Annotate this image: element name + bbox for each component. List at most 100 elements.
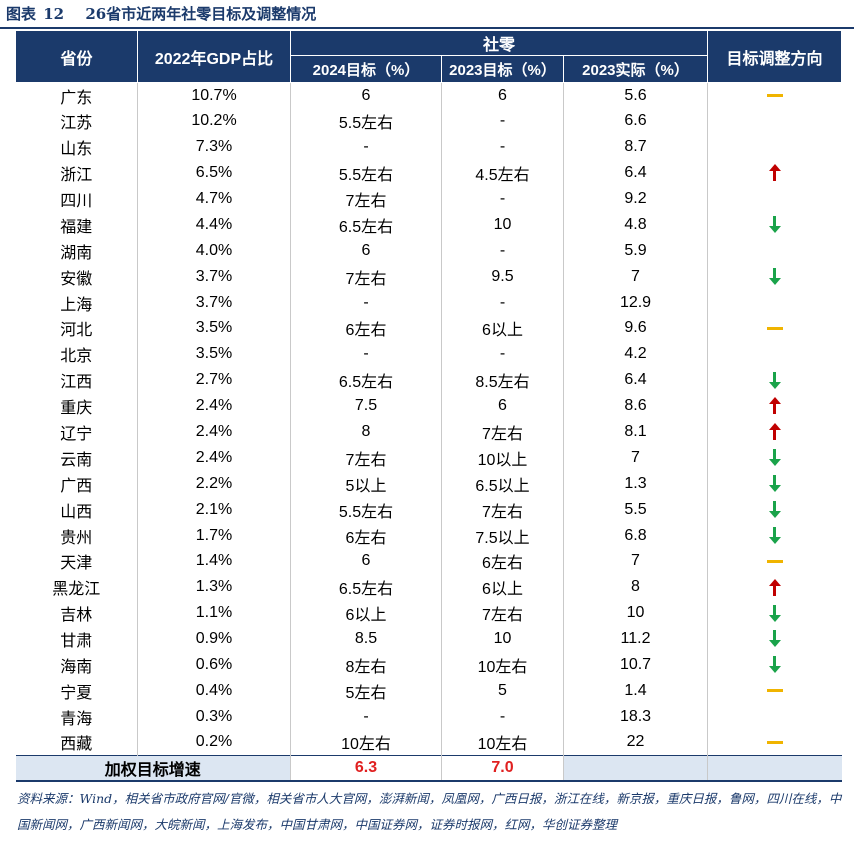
table-row: 云南 2.4% 7左右 10以上 7 <box>15 444 842 471</box>
cell-gdp-share: 1.1% <box>137 600 291 627</box>
cell-actual-2023: 18.3 <box>563 703 709 730</box>
cell-actual-2023: 7 <box>563 444 709 471</box>
cell-gdp-share: 4.0% <box>137 237 291 264</box>
table-row: 河北 3.5% 6左右 6以上 9.6 <box>15 315 842 342</box>
cell-target-2024: 6左右 <box>290 522 442 549</box>
header-gdp-share: 2022年GDP占比 <box>137 30 291 83</box>
cell-direction <box>708 574 842 600</box>
cell-target-2024: 5.5左右 <box>290 160 442 187</box>
cell-target-2023: - <box>441 703 564 730</box>
cell-gdp-share: 4.4% <box>137 211 291 238</box>
cell-direction <box>708 316 842 342</box>
cell-province: 云南 <box>15 444 138 471</box>
cell-direction <box>708 445 842 471</box>
cell-direction <box>708 134 842 160</box>
cell-actual-2023: 1.3 <box>563 470 709 497</box>
cell-province: 浙江 <box>15 160 138 187</box>
cell-actual-2023: 6.4 <box>563 160 709 187</box>
cell-target-2023: 6 <box>441 82 564 109</box>
cell-actual-2023: 5.5 <box>563 496 709 523</box>
cell-direction <box>708 108 842 134</box>
arrow-down-icon <box>768 267 781 285</box>
cell-actual-2023: 6.6 <box>563 108 709 135</box>
cell-target-2024: - <box>290 341 442 368</box>
cell-target-2023: 7左右 <box>441 419 564 445</box>
cell-province: 山西 <box>15 496 138 523</box>
cell-target-2024: 6 <box>290 548 442 575</box>
cell-gdp-share: 3.7% <box>137 289 291 316</box>
cell-province: 江苏 <box>15 108 138 135</box>
header-target-2023: 2023目标（%） <box>441 55 564 83</box>
arrow-down-icon <box>768 475 781 493</box>
flat-dash-icon <box>766 559 783 563</box>
cell-gdp-share: 2.7% <box>137 367 291 394</box>
cell-province: 广西 <box>15 470 138 497</box>
cell-gdp-share: 3.7% <box>137 263 291 290</box>
cell-province: 北京 <box>15 341 138 368</box>
cell-target-2024: - <box>290 134 442 161</box>
figure-label: 图表 <box>6 5 37 23</box>
cell-actual-2023: 8.1 <box>563 419 709 445</box>
cell-province: 宁夏 <box>15 677 138 704</box>
header-target-2024: 2024目标（%） <box>290 55 442 83</box>
cell-target-2024: - <box>290 703 442 730</box>
cell-actual-2023: 22 <box>563 729 709 756</box>
cell-target-2023: 10左右 <box>441 729 564 756</box>
table-body: 广东 10.7% 6 6 5.6 江苏 10.2% 5.5左右 -6.6 山东 7.3% - -8.7 浙… <box>15 82 842 783</box>
header-retail-group: 社零 <box>289 30 709 56</box>
cell-direction <box>708 626 842 652</box>
cell-target-2023: - <box>441 108 564 135</box>
cell-actual-2023: 1.4 <box>563 677 709 704</box>
header-direction: 目标调整方向 <box>707 30 843 83</box>
cell-province: 西藏 <box>15 729 138 756</box>
cell-target-2023: 7左右 <box>441 496 564 523</box>
cell-gdp-share: 6.5% <box>137 160 291 187</box>
cell-target-2024: 5.5左右 <box>290 496 442 523</box>
arrow-down-icon <box>768 604 781 622</box>
summary-row: 加权目标增速 6.3 7.0 <box>15 755 842 783</box>
cell-target-2024: 6.5左右 <box>290 574 442 601</box>
cell-province: 贵州 <box>15 522 138 549</box>
cell-direction <box>708 212 842 238</box>
cell-target-2023: 5 <box>441 677 564 704</box>
cell-direction <box>708 367 842 393</box>
cell-actual-2023: 5.6 <box>563 82 709 109</box>
table-row: 吉林 1.1% 6以上 7左右 10 <box>15 600 842 627</box>
table-row: 广东 10.7% 6 6 5.6 <box>15 82 842 109</box>
arrow-down-icon <box>768 371 781 389</box>
cell-province: 安徽 <box>15 263 138 290</box>
cell-province: 天津 <box>15 548 138 575</box>
cell-gdp-share: 10.2% <box>137 108 291 135</box>
retail-target-table: 省份 2022年GDP占比 社零 目标调整方向 2024目标（%） 2023目标… <box>15 30 843 783</box>
cell-target-2024: 6左右 <box>290 315 442 342</box>
cell-actual-2023: 10 <box>563 600 709 627</box>
cell-actual-2023: 9.6 <box>563 315 709 342</box>
cell-province: 甘肃 <box>15 626 138 653</box>
cell-actual-2023: 6.8 <box>563 522 709 549</box>
cell-direction <box>708 264 842 290</box>
table-row: 贵州 1.7% 6左右 7.5以上 6.8 <box>15 522 842 549</box>
cell-actual-2023: 12.9 <box>563 289 709 316</box>
cell-actual-2023: 7 <box>563 263 709 290</box>
table-row: 四川 4.7% 7左右 -9.2 <box>15 186 842 212</box>
cell-direction <box>708 523 842 549</box>
table-row: 海南 0.6% 8左右 10左右 10.7 <box>15 652 842 678</box>
cell-gdp-share: 10.7% <box>137 82 291 109</box>
cell-target-2023: 6 <box>441 393 564 420</box>
cell-direction <box>708 704 842 730</box>
table-row: 山东 7.3% - -8.7 <box>15 134 842 161</box>
arrow-up-icon <box>768 578 781 596</box>
cell-target-2024: 6 <box>290 237 442 264</box>
cell-province: 江西 <box>15 367 138 394</box>
cell-province: 重庆 <box>15 393 138 420</box>
table-row: 青海 0.3% - -18.3 <box>15 703 842 730</box>
cell-target-2023: 6.5以上 <box>441 470 564 497</box>
cell-actual-2023: 4.2 <box>563 341 709 368</box>
flat-dash-icon <box>766 689 783 693</box>
cell-actual-2023: 10.7 <box>563 652 709 678</box>
cell-target-2023: 7左右 <box>441 600 564 627</box>
cell-target-2023: 6以上 <box>441 315 564 342</box>
cell-direction <box>708 160 842 186</box>
cell-gdp-share: 1.4% <box>137 548 291 575</box>
cell-province: 青海 <box>15 703 138 730</box>
